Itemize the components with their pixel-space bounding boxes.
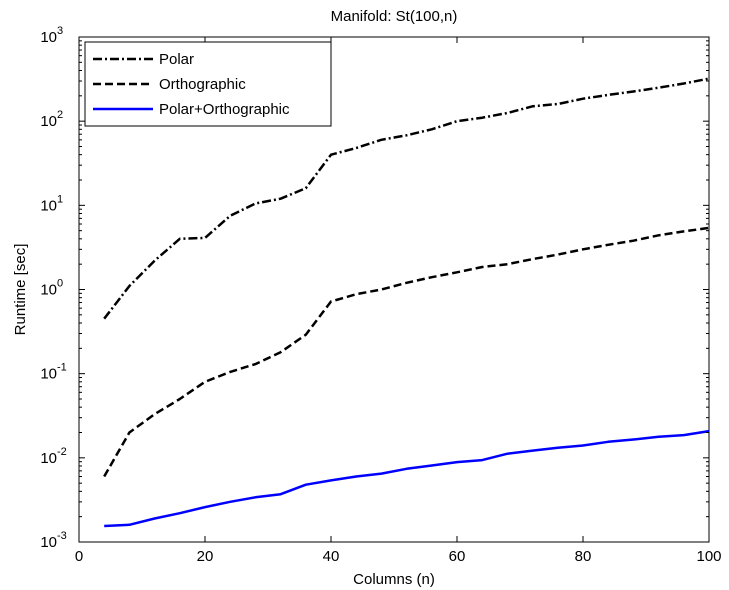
legend-label-2: Polar+Orthographic — [159, 101, 290, 118]
y-tick-label: 10 — [40, 534, 57, 551]
x-tick-label: 100 — [696, 548, 721, 565]
y-tick-exponent: 0 — [57, 278, 63, 290]
series-line-0 — [103, 77, 710, 320]
x-axis: 0 20 40 60 80 100 — [75, 37, 722, 565]
x-tick-label: 40 — [323, 548, 340, 565]
y-tick-exponent: 1 — [57, 193, 63, 205]
x-tick-label: 60 — [449, 548, 466, 565]
y-tick-exponent: 3 — [57, 25, 63, 37]
x-axis-label: Columns (n) — [353, 571, 435, 588]
legend-label-0: Polar — [159, 51, 194, 68]
y-tick-exponent: 2 — [57, 109, 63, 121]
legend-box — [84, 41, 332, 127]
y-tick-label: 10 — [40, 113, 57, 130]
y-tick-exponent: -3 — [57, 530, 67, 542]
legend-label-1: Orthographic — [159, 76, 246, 93]
x-tick-label: 0 — [75, 548, 83, 565]
y-tick-label: 10 — [40, 366, 57, 383]
legend: Polar Orthographic Polar+Orthographic — [84, 41, 332, 127]
y-tick-label: 10 — [40, 282, 57, 299]
series-line-2 — [104, 429, 710, 528]
series-layer — [103, 77, 710, 528]
y-tick-exponent: -1 — [57, 362, 67, 374]
y-tick-exponent: -2 — [57, 446, 67, 458]
x-tick-label: 20 — [197, 548, 214, 565]
y-tick-label: 10 — [40, 450, 57, 467]
y-tick-label: 10 — [40, 197, 57, 214]
x-tick-label: 80 — [575, 548, 592, 565]
chart-title: Manifold: St(100,n) — [331, 8, 458, 25]
series-line-1 — [103, 226, 710, 478]
y-tick-label: 10 — [40, 29, 57, 46]
y-axis-label: Runtime [sec] — [12, 244, 29, 336]
